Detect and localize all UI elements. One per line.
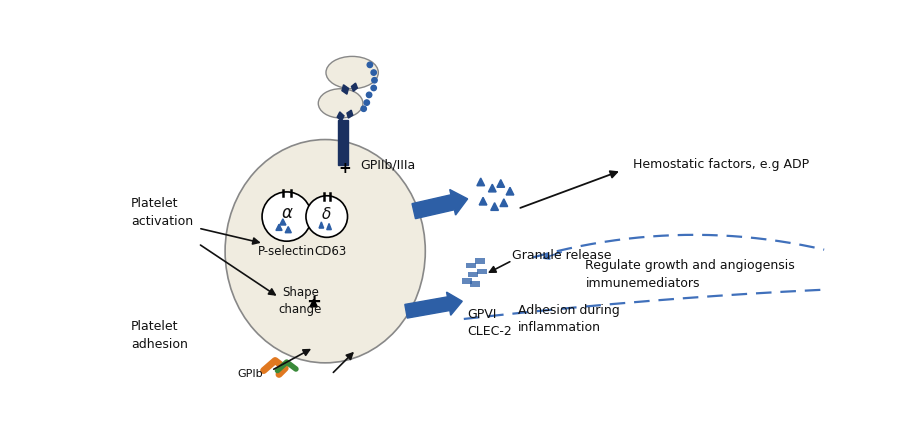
Text: +: + [337,162,350,176]
Circle shape [306,196,347,237]
Circle shape [367,62,372,68]
Circle shape [370,70,376,75]
Polygon shape [479,197,486,205]
Circle shape [360,106,366,111]
Polygon shape [342,85,348,94]
Circle shape [366,92,371,98]
Text: GPVI
CLEC-2: GPVI CLEC-2 [467,308,512,338]
FancyBboxPatch shape [467,272,477,278]
FancyBboxPatch shape [337,120,348,165]
Ellipse shape [325,57,378,89]
Text: α: α [281,204,292,222]
Text: GPIIb/IIIa: GPIIb/IIIa [359,159,414,171]
Ellipse shape [225,139,425,363]
FancyBboxPatch shape [470,281,480,286]
FancyBboxPatch shape [466,263,476,268]
Polygon shape [490,203,498,210]
Polygon shape [279,219,286,225]
Text: GPIb: GPIb [237,369,262,380]
Text: Granule release: Granule release [512,249,611,261]
Text: Platelet
adhesion: Platelet adhesion [131,320,187,351]
Text: Shape
change: Shape change [278,286,322,316]
Text: Hemostatic factors, e.g ADP: Hemostatic factors, e.g ADP [632,159,809,171]
Text: Adhesion during
inflammation: Adhesion during inflammation [517,304,618,334]
Polygon shape [404,292,461,318]
Polygon shape [319,222,323,228]
Text: Platelet
activation: Platelet activation [131,197,193,228]
Polygon shape [351,83,357,91]
Circle shape [262,192,311,241]
Polygon shape [337,112,344,121]
FancyBboxPatch shape [476,269,486,274]
Polygon shape [505,187,514,195]
Polygon shape [276,224,282,230]
Text: Regulate growth and angiogensis
immunemediators: Regulate growth and angiogensis immuneme… [584,259,794,290]
Circle shape [371,78,377,83]
FancyBboxPatch shape [475,258,485,263]
Polygon shape [326,224,331,230]
Polygon shape [488,184,495,192]
Polygon shape [496,180,504,187]
Polygon shape [499,199,507,207]
Text: CD63: CD63 [314,245,346,258]
FancyBboxPatch shape [461,278,471,283]
Circle shape [370,85,376,91]
Polygon shape [476,178,484,186]
Text: δ: δ [322,207,331,222]
Polygon shape [346,110,352,118]
Ellipse shape [318,89,362,118]
Polygon shape [412,190,467,219]
Circle shape [364,100,369,105]
Polygon shape [285,227,291,233]
Text: P-selectin: P-selectin [258,245,315,258]
Text: +: + [306,293,321,311]
